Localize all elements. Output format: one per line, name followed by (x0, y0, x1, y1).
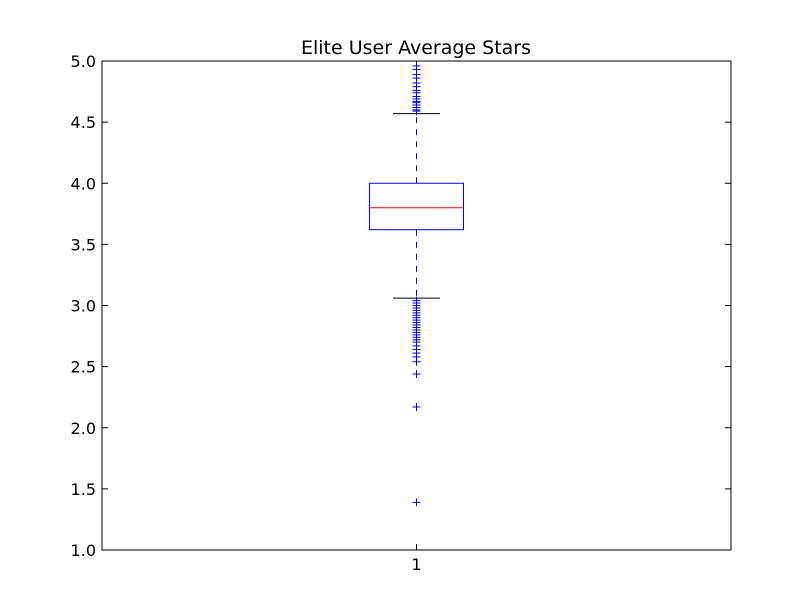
y-tick-label: 4.0 (71, 174, 96, 193)
y-tick-label: 2.0 (71, 419, 96, 438)
y-tick-label: 4.5 (71, 113, 96, 132)
y-tick-label: 1.0 (71, 541, 96, 560)
outlier-point (412, 296, 421, 305)
x-tick-label: 1 (411, 555, 421, 574)
outlier-point (412, 61, 421, 70)
chart-title: Elite User Average Stars (301, 37, 531, 59)
outlier-point (412, 498, 421, 507)
iqr-box (369, 182, 464, 231)
y-tick-label: 3.5 (71, 235, 96, 254)
y-tick-label: 5.0 (71, 52, 96, 71)
y-tick-label: 2.5 (71, 358, 96, 377)
outlier-point (412, 369, 421, 378)
y-tick-label: 3.0 (71, 297, 96, 316)
plot-area: 1.0 1.5 2.0 2.5 3.0 3.5 4.0 4.5 5.0 1 (71, 52, 732, 574)
y-tick-label: 1.5 (71, 480, 96, 499)
outlier-point (412, 402, 421, 411)
